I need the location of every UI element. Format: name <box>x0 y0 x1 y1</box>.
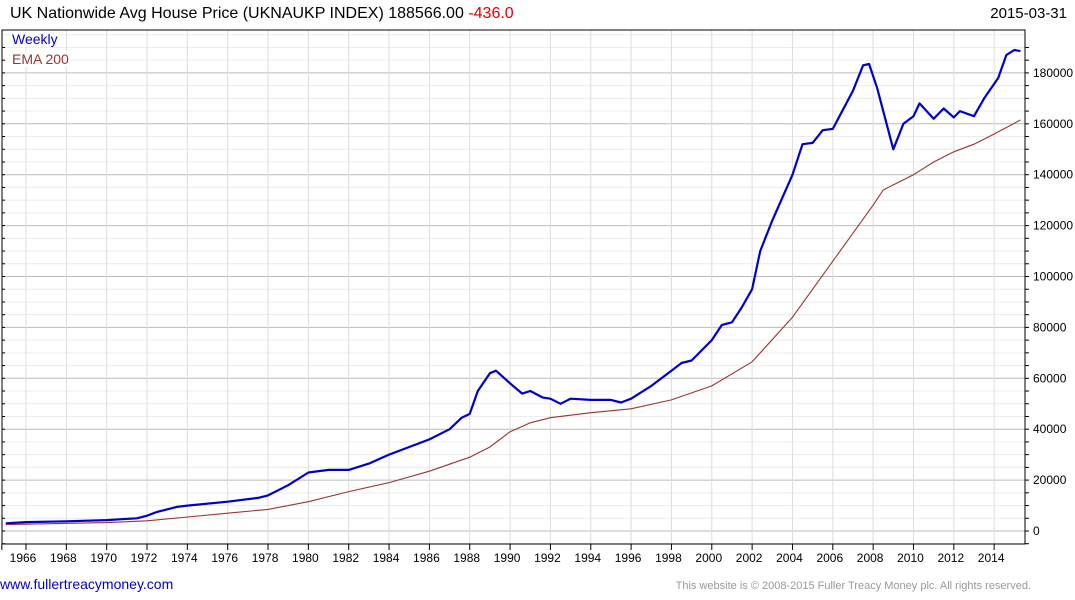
svg-text:2004: 2004 <box>776 551 803 565</box>
svg-text:140000: 140000 <box>1033 168 1073 182</box>
svg-text:2014: 2014 <box>978 551 1005 565</box>
svg-text:2010: 2010 <box>897 551 924 565</box>
svg-text:20000: 20000 <box>1033 473 1067 487</box>
svg-text:1968: 1968 <box>50 551 77 565</box>
svg-text:2012: 2012 <box>937 551 964 565</box>
svg-text:60000: 60000 <box>1033 371 1067 385</box>
svg-text:2002: 2002 <box>736 551 763 565</box>
svg-text:1982: 1982 <box>332 551 359 565</box>
weekly-line <box>5 48 1021 525</box>
svg-text:1984: 1984 <box>373 551 400 565</box>
svg-text:100000: 100000 <box>1033 270 1073 284</box>
price-change: -436.0 <box>468 5 514 22</box>
svg-text:1986: 1986 <box>413 551 440 565</box>
chart-title: UK Nationwide Avg House Price (UKNAUKP I… <box>10 5 514 23</box>
ema-line <box>5 119 1021 526</box>
legend-weekly: Weekly <box>10 31 60 47</box>
gridlines <box>2 30 1025 545</box>
svg-text:180000: 180000 <box>1033 66 1073 80</box>
svg-text:1994: 1994 <box>574 551 601 565</box>
svg-text:2006: 2006 <box>816 551 843 565</box>
svg-text:40000: 40000 <box>1033 422 1067 436</box>
svg-text:1990: 1990 <box>494 551 521 565</box>
svg-text:2008: 2008 <box>857 551 884 565</box>
svg-text:1988: 1988 <box>453 551 480 565</box>
legend-ema: EMA 200 <box>10 51 71 67</box>
svg-text:80000: 80000 <box>1033 320 1067 334</box>
chart-date: 2015-03-31 <box>990 5 1067 22</box>
svg-text:1970: 1970 <box>90 551 117 565</box>
svg-text:160000: 160000 <box>1033 117 1073 131</box>
svg-text:1998: 1998 <box>655 551 682 565</box>
axes: 0 20000 40000 60000 80000 100000 120000 140000 1… <box>1 29 1073 565</box>
title-text: UK Nationwide Avg House Price (UKNAUKP I… <box>10 5 464 22</box>
svg-text:1974: 1974 <box>171 551 198 565</box>
svg-text:1978: 1978 <box>252 551 279 565</box>
svg-text:0: 0 <box>1033 524 1040 538</box>
svg-text:1996: 1996 <box>615 551 642 565</box>
svg-text:1966: 1966 <box>10 551 37 565</box>
svg-text:1972: 1972 <box>131 551 158 565</box>
series-lines <box>5 48 1021 526</box>
website-link[interactable]: www.fullertreacymoney.com <box>0 576 174 592</box>
svg-text:120000: 120000 <box>1033 219 1073 233</box>
svg-text:1980: 1980 <box>292 551 319 565</box>
svg-text:2000: 2000 <box>695 551 722 565</box>
svg-text:1976: 1976 <box>211 551 238 565</box>
copyright-notice: This website is © 2008-2015 Fuller Treac… <box>675 580 1031 592</box>
svg-text:1992: 1992 <box>534 551 561 565</box>
